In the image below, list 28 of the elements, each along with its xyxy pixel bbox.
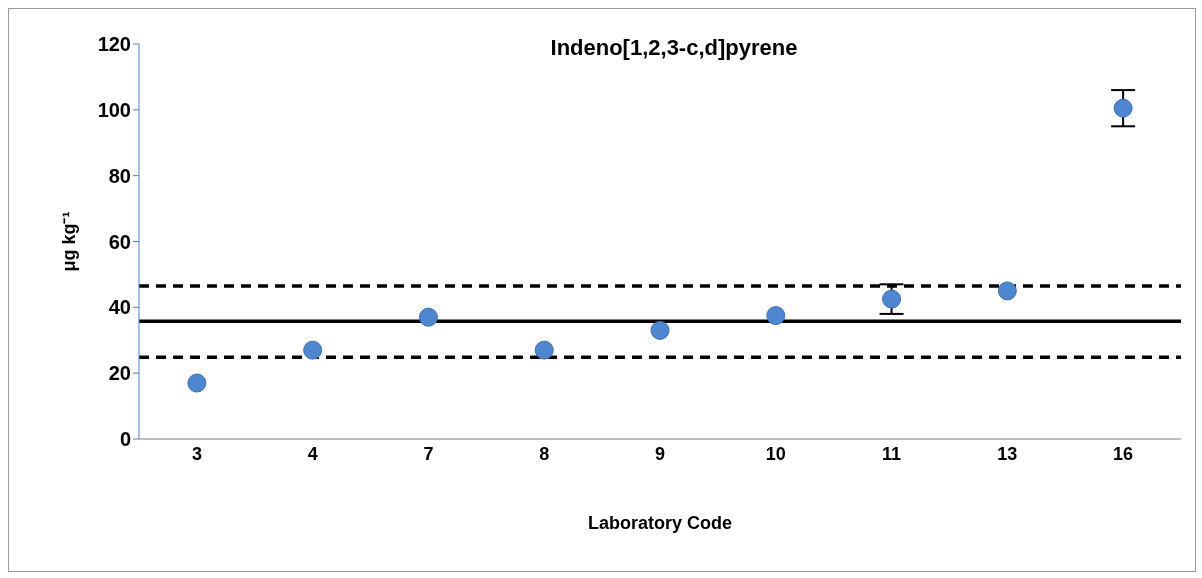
point bbox=[882, 289, 902, 309]
x-tick-label: 8 bbox=[539, 443, 550, 464]
y-axis-title: μg kg⁻¹ bbox=[59, 211, 80, 272]
y-tick-label: 100 bbox=[97, 98, 131, 121]
y-tick-label: 40 bbox=[108, 296, 131, 319]
point bbox=[303, 340, 323, 360]
x-tick-label: 13 bbox=[997, 443, 1018, 464]
point bbox=[187, 373, 207, 393]
x-tick-label: 4 bbox=[307, 443, 318, 464]
point bbox=[997, 281, 1017, 301]
y-tick-label: 80 bbox=[108, 164, 131, 187]
x-tick-label: 7 bbox=[423, 443, 434, 464]
point bbox=[418, 307, 438, 327]
x-tick-label: 10 bbox=[765, 443, 786, 464]
point bbox=[766, 306, 786, 326]
point bbox=[534, 340, 554, 360]
point bbox=[650, 320, 670, 340]
x-axis-title: Laboratory Code bbox=[587, 513, 733, 533]
x-tick-label: 3 bbox=[191, 443, 202, 464]
chart-title: Indeno[1,2,3-c,d]pyrene bbox=[549, 35, 799, 61]
x-tick-label: 11 bbox=[882, 443, 902, 464]
x-tick-label: 16 bbox=[1113, 443, 1134, 464]
y-tick-label: 0 bbox=[119, 428, 131, 451]
y-tick-label: 60 bbox=[108, 230, 131, 253]
y-tick-label: 120 bbox=[97, 33, 131, 56]
x-tick-label: 9 bbox=[654, 443, 666, 464]
point bbox=[1113, 98, 1133, 118]
y-tick-label: 20 bbox=[108, 362, 131, 385]
